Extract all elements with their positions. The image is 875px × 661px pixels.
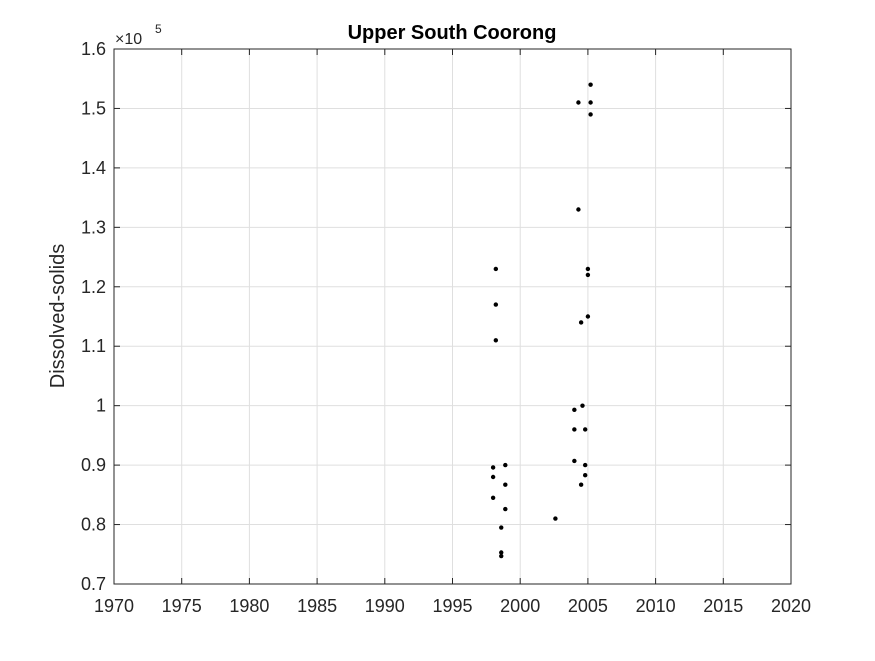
data-point xyxy=(585,266,591,272)
x-tick-label: 1975 xyxy=(162,596,202,616)
data-point xyxy=(503,482,508,487)
y-tick-label: 1.6 xyxy=(81,39,106,59)
x-tick-label: 1970 xyxy=(94,596,134,616)
y-tick-label: 1.3 xyxy=(81,217,106,237)
data-point xyxy=(572,458,577,464)
x-axis-ticks: 1970 1975 1980 1985 1990 1995 2000 2005 2010 2015… xyxy=(94,49,811,616)
x-tick-label: 1985 xyxy=(297,596,337,616)
data-point xyxy=(499,550,504,555)
data-point xyxy=(578,320,584,325)
y-tick-label: 1.5 xyxy=(81,98,106,118)
data-point xyxy=(582,462,588,468)
data-point xyxy=(490,465,496,470)
data-point xyxy=(578,482,584,487)
data-points xyxy=(490,82,593,559)
x-tick-label: 2020 xyxy=(771,596,811,616)
data-point xyxy=(490,474,496,480)
data-point xyxy=(553,516,558,521)
y-tick-label: 1.1 xyxy=(81,336,106,356)
x-tick-label: 1995 xyxy=(432,596,472,616)
y-axis-ticks: 0.7 0.8 0.9 1 1.1 1.2 1.3 1.4 1.5 1.6 xyxy=(81,39,791,594)
data-point xyxy=(582,473,588,478)
data-point xyxy=(503,462,508,468)
data-point xyxy=(572,407,577,413)
data-point xyxy=(588,82,593,87)
x-tick-label: 2010 xyxy=(636,596,676,616)
data-point xyxy=(588,100,593,105)
data-point xyxy=(572,427,577,432)
plot-area: 1970 1975 1980 1985 1990 1995 2000 2005 2010 2015… xyxy=(81,39,811,616)
data-point xyxy=(490,495,496,501)
data-point xyxy=(588,112,593,117)
y-axis-exponent-power: 5 xyxy=(155,22,162,36)
data-point xyxy=(493,266,499,272)
y-tick-label: 0.8 xyxy=(81,515,106,535)
y-tick-label: 0.9 xyxy=(81,455,106,475)
x-tick-label: 2015 xyxy=(703,596,743,616)
x-tick-label: 1990 xyxy=(365,596,405,616)
y-axis-exponent: ×10 5 xyxy=(115,22,162,48)
data-point xyxy=(585,314,591,319)
data-point xyxy=(503,506,508,512)
y-axis-exponent-base: ×10 xyxy=(115,31,142,48)
data-point xyxy=(582,427,588,432)
data-point xyxy=(576,207,581,212)
data-point xyxy=(499,525,504,530)
y-tick-label: 1.4 xyxy=(81,158,106,178)
y-axis-label: Dissolved-solids xyxy=(47,244,69,389)
x-tick-label: 2000 xyxy=(500,596,540,616)
y-tick-label: 0.7 xyxy=(81,574,106,594)
data-point xyxy=(493,338,499,343)
x-tick-label: 1980 xyxy=(229,596,269,616)
y-tick-label: 1 xyxy=(96,396,106,416)
y-tick-label: 1.2 xyxy=(81,277,106,297)
x-tick-label: 2005 xyxy=(568,596,608,616)
data-point xyxy=(499,553,504,559)
chart-title: Upper South Coorong xyxy=(348,22,557,44)
data-point xyxy=(493,302,499,307)
data-point xyxy=(585,272,591,278)
data-point xyxy=(576,100,581,105)
data-point xyxy=(580,403,585,408)
